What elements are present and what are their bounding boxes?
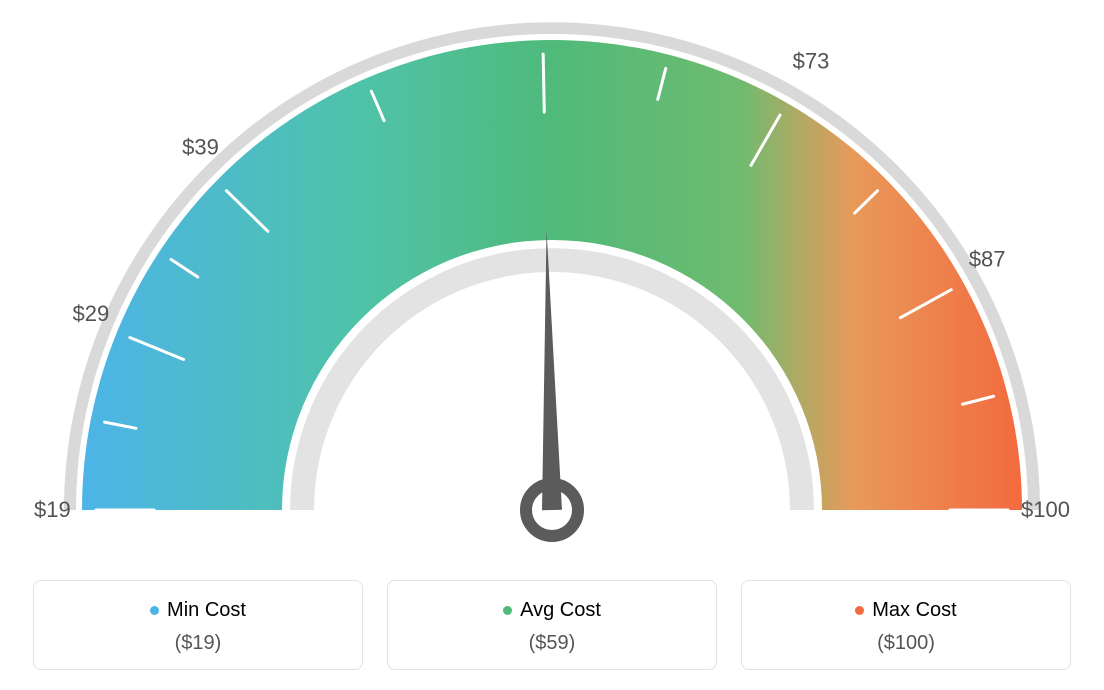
legend-title-avg: Avg Cost: [503, 599, 601, 622]
legend-row: Min Cost ($19) Avg Cost ($59) Max Cost (…: [20, 580, 1084, 670]
legend-label-avg: Avg Cost: [520, 599, 601, 622]
svg-text:$100: $100: [1021, 497, 1070, 522]
svg-text:$29: $29: [72, 301, 109, 326]
legend-card-avg: Avg Cost ($59): [387, 580, 717, 670]
svg-text:$19: $19: [34, 497, 71, 522]
legend-dot-min: [150, 606, 159, 615]
legend-label-min: Min Cost: [167, 599, 246, 622]
svg-text:$87: $87: [969, 247, 1006, 272]
legend-card-max: Max Cost ($100): [741, 580, 1071, 670]
legend-value-min: ($19): [44, 632, 352, 655]
gauge-svg: $19$29$39$59$73$87$100: [20, 20, 1084, 560]
legend-value-avg: ($59): [398, 632, 706, 655]
svg-text:$39: $39: [182, 134, 219, 159]
legend-card-min: Min Cost ($19): [33, 580, 363, 670]
cost-gauge: $19$29$39$59$73$87$100: [20, 20, 1084, 560]
legend-label-max: Max Cost: [872, 599, 956, 622]
legend-value-max: ($100): [752, 632, 1060, 655]
legend-title-min: Min Cost: [150, 599, 246, 622]
legend-dot-avg: [503, 606, 512, 615]
svg-text:$73: $73: [793, 48, 830, 73]
legend-title-max: Max Cost: [855, 599, 956, 622]
legend-dot-max: [855, 606, 864, 615]
